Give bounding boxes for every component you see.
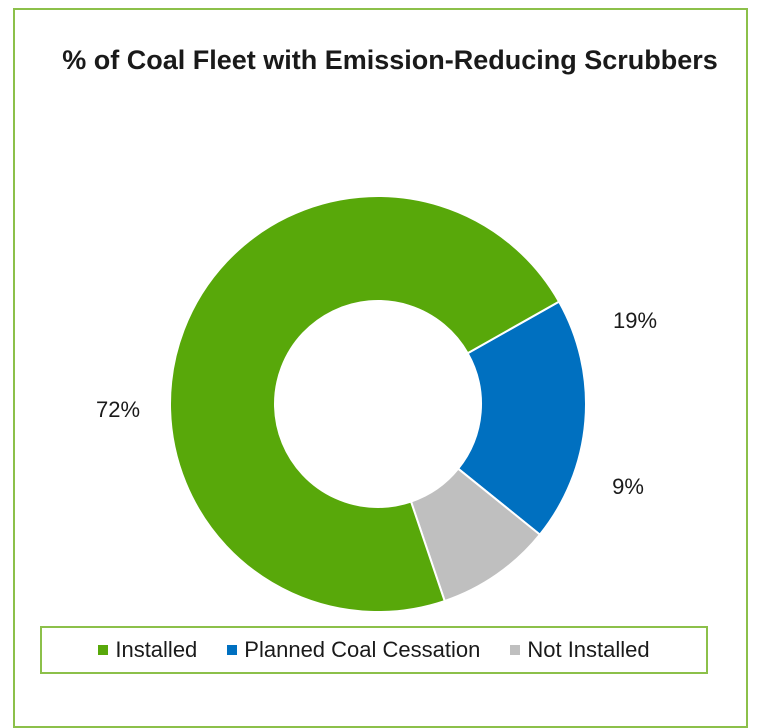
data-label-planned-coal-cessation: 19% (613, 308, 657, 333)
slice-installed (169, 195, 561, 613)
legend-item-planned-coal-cessation: Planned Coal Cessation (227, 637, 480, 663)
chart-legend: Installed Planned Coal Cessation Not Insta… (40, 626, 708, 674)
legend-label: Not Installed (527, 637, 650, 662)
donut-slices (169, 195, 587, 613)
legend-swatch (510, 645, 521, 655)
legend-swatch (98, 645, 109, 655)
legend-swatch (227, 645, 238, 655)
slice-planned-coal-cessation (456, 300, 587, 537)
legend-label: Planned Coal Cessation (244, 637, 481, 662)
legend-item-not-installed: Not Installed (510, 637, 650, 663)
legend-label: Installed (115, 637, 198, 662)
data-label-installed: 72% (96, 397, 140, 422)
legend-item-installed: Installed (98, 637, 197, 663)
data-labels: 72% 19% 9% (96, 308, 657, 499)
chart-title: % of Coal Fleet with Emission-Reducing S… (62, 45, 718, 75)
data-label-not-installed: 9% (612, 474, 644, 499)
